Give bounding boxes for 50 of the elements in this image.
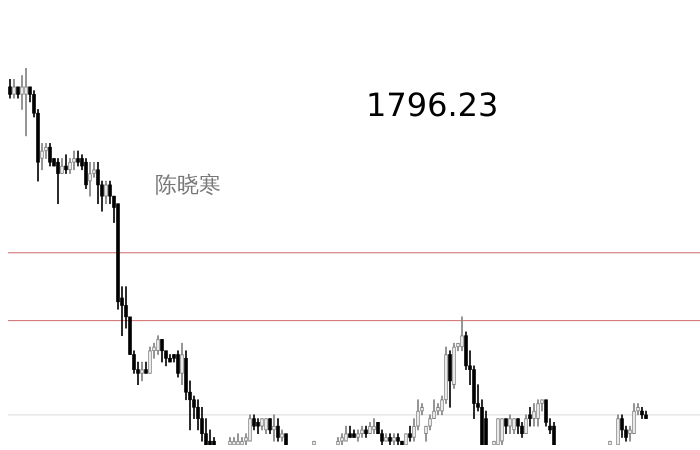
- candlestick: [24, 68, 28, 136]
- candlestick: [616, 414, 620, 445]
- candlestick: [528, 406, 532, 426]
- candlestick: [20, 75, 24, 110]
- candlestick: [180, 342, 184, 386]
- candlestick: [460, 316, 464, 352]
- candlestick: [236, 433, 240, 445]
- candlestick: [436, 403, 440, 416]
- candlestick: [512, 418, 516, 434]
- candlestick: [272, 414, 276, 442]
- candlestick: [260, 418, 264, 430]
- candlestick: [280, 430, 284, 442]
- candlestick: [524, 414, 528, 434]
- candlestick: [72, 150, 76, 170]
- candlestick: [104, 180, 108, 204]
- candlestick: [248, 414, 252, 442]
- candlestick: [372, 418, 376, 434]
- candlestick: [60, 158, 64, 174]
- candlestick: [340, 433, 344, 445]
- candlestick: [496, 418, 500, 445]
- candlestick: [208, 430, 212, 445]
- candlestick: [148, 346, 152, 374]
- candlestick: [392, 433, 396, 445]
- candlestick: [608, 440, 612, 445]
- candlestick: [336, 437, 340, 445]
- annotation: 陈晓寒: [155, 172, 221, 200]
- annotation: 1796.23: [366, 86, 498, 124]
- candlestick: [356, 430, 360, 442]
- candlestick: [532, 403, 536, 426]
- candlestick: [536, 399, 540, 426]
- candlestick: [12, 78, 16, 98]
- candlestick: [368, 422, 372, 434]
- candlestick: [344, 426, 348, 442]
- candlestick: [404, 433, 408, 445]
- candlestick: [452, 342, 456, 389]
- candlestick: [40, 143, 44, 170]
- candlestick: [264, 418, 268, 434]
- candlestick: [156, 335, 160, 355]
- candlestick: [500, 418, 504, 445]
- candlestick: [384, 433, 388, 442]
- candlestick: [140, 362, 144, 382]
- candlestick: [88, 162, 92, 197]
- candlestick: [428, 414, 432, 430]
- candlestick: [232, 437, 236, 445]
- candlestick: [508, 414, 512, 434]
- candlestick: [64, 154, 68, 174]
- candlestick: [228, 437, 232, 445]
- candlestick: [312, 440, 316, 445]
- candlestick: [360, 426, 364, 438]
- candlestick: [240, 437, 244, 445]
